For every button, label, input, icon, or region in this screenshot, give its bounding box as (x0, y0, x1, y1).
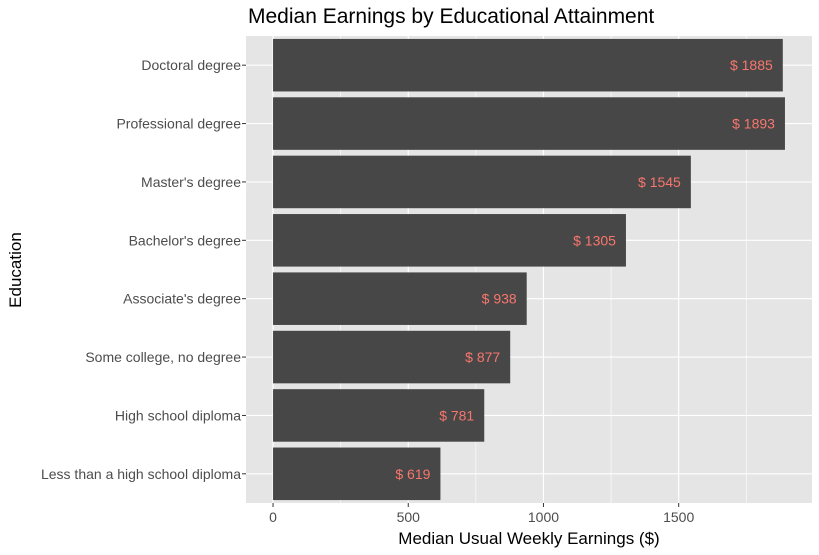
x-tick-label: 1500 (663, 509, 694, 525)
data-label: $ 1305 (573, 232, 616, 248)
data-labels: $ 1885 $ 1893 $ 1545 $ 1305 $ 938 $ 877 $ 781 $… (395, 57, 775, 482)
data-label: $ 619 (395, 466, 430, 482)
y-tick-label: Less than a high school diploma (41, 466, 241, 482)
bar (273, 272, 527, 325)
bar (273, 214, 626, 267)
bar (273, 97, 785, 150)
x-tick-label: 500 (397, 509, 421, 525)
x-axis: 0 500 1000 1500 (269, 503, 694, 525)
bar (273, 38, 783, 92)
y-axis: Doctoral degree Professional degree Master… (41, 57, 246, 482)
y-tick-label: Doctoral degree (141, 57, 241, 73)
data-label: $ 1545 (638, 174, 681, 190)
data-label: $ 938 (482, 291, 517, 307)
y-axis-title: Education (6, 232, 25, 308)
data-label: $ 1885 (730, 57, 773, 73)
bar (273, 155, 691, 209)
bar (273, 447, 441, 501)
data-label: $ 781 (439, 407, 474, 423)
x-axis-title: Median Usual Weekly Earnings ($) (398, 529, 659, 548)
bar (273, 389, 485, 442)
bars (273, 38, 785, 501)
y-tick-label: Master's degree (141, 174, 241, 190)
chart-title: Median Earnings by Educational Attainmen… (248, 5, 654, 28)
data-label: $ 877 (465, 349, 500, 365)
y-tick-label: Bachelor's degree (129, 232, 242, 248)
data-label: $ 1893 (732, 116, 775, 132)
y-tick-label: Some college, no degree (85, 349, 241, 365)
bar (273, 330, 511, 384)
y-tick-label: High school diploma (115, 407, 241, 423)
x-tick-label: 0 (269, 509, 277, 525)
x-tick-label: 1000 (528, 509, 559, 525)
y-tick-label: Associate's degree (123, 291, 241, 307)
y-tick-label: Professional degree (116, 116, 241, 132)
